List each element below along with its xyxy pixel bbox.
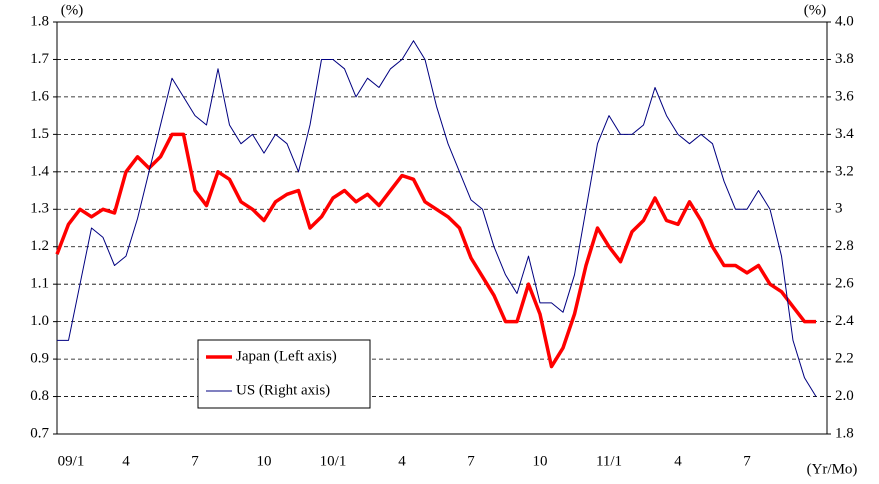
x-tick-label: 09/1 <box>58 453 85 469</box>
legend-label: Japan (Left axis) <box>236 348 337 364</box>
x-tick-label: 7 <box>191 453 199 469</box>
y2-tick-label: 2.2 <box>835 351 854 367</box>
y2-axis-label: (%) <box>804 2 827 18</box>
y2-tick-label: 2.4 <box>835 313 854 329</box>
y-tick-label: 1.8 <box>30 13 49 29</box>
x-tick-label: 7 <box>467 453 475 469</box>
x-tick-label: 10 <box>533 453 548 469</box>
y2-tick-label: 1.8 <box>835 425 854 441</box>
y-tick-label: 1.4 <box>30 163 49 179</box>
plot-frame <box>56 21 828 435</box>
x-tick-label: 4 <box>674 453 682 469</box>
x-axis-label: (Yr/Mo) <box>807 461 858 477</box>
y-tick-label: 1.0 <box>30 313 49 329</box>
y-tick-label: 1.7 <box>30 51 49 67</box>
y2-tick-label: 3.6 <box>835 88 854 104</box>
y2-tick-label: 2.0 <box>835 388 854 404</box>
y2-tick-label: 2.6 <box>835 276 854 292</box>
y-tick-label: 0.8 <box>30 388 49 404</box>
y-tick-label: 1.2 <box>30 238 49 254</box>
y-axis-label: (%) <box>61 2 84 18</box>
y2-tick-label: 3 <box>835 201 843 217</box>
y-tick-label: 1.3 <box>30 201 49 217</box>
legend-label: US (Right axis) <box>236 382 330 398</box>
series-line <box>57 40 817 397</box>
x-tick-label: 7 <box>743 453 751 469</box>
y-tick-label: 1.1 <box>30 276 49 292</box>
x-tick-label: 4 <box>122 453 130 469</box>
y2-tick-label: 4.0 <box>835 13 854 29</box>
y-tick-label: 1.6 <box>30 88 49 104</box>
y2-tick-label: 3.4 <box>835 126 854 142</box>
x-tick-label: 10 <box>257 453 272 469</box>
series-line <box>55 132 816 369</box>
y-tick-label: 0.9 <box>30 351 49 367</box>
x-tick-label: 10/1 <box>320 453 347 469</box>
y2-tick-label: 2.8 <box>835 238 854 254</box>
x-tick-label: 11/1 <box>596 453 622 469</box>
legend-box <box>197 339 371 409</box>
y2-tick-label: 3.8 <box>835 51 854 67</box>
y-tick-label: 1.5 <box>30 126 49 142</box>
y2-tick-label: 3.2 <box>835 163 854 179</box>
x-tick-label: 4 <box>398 453 406 469</box>
y-tick-label: 0.7 <box>30 425 49 441</box>
